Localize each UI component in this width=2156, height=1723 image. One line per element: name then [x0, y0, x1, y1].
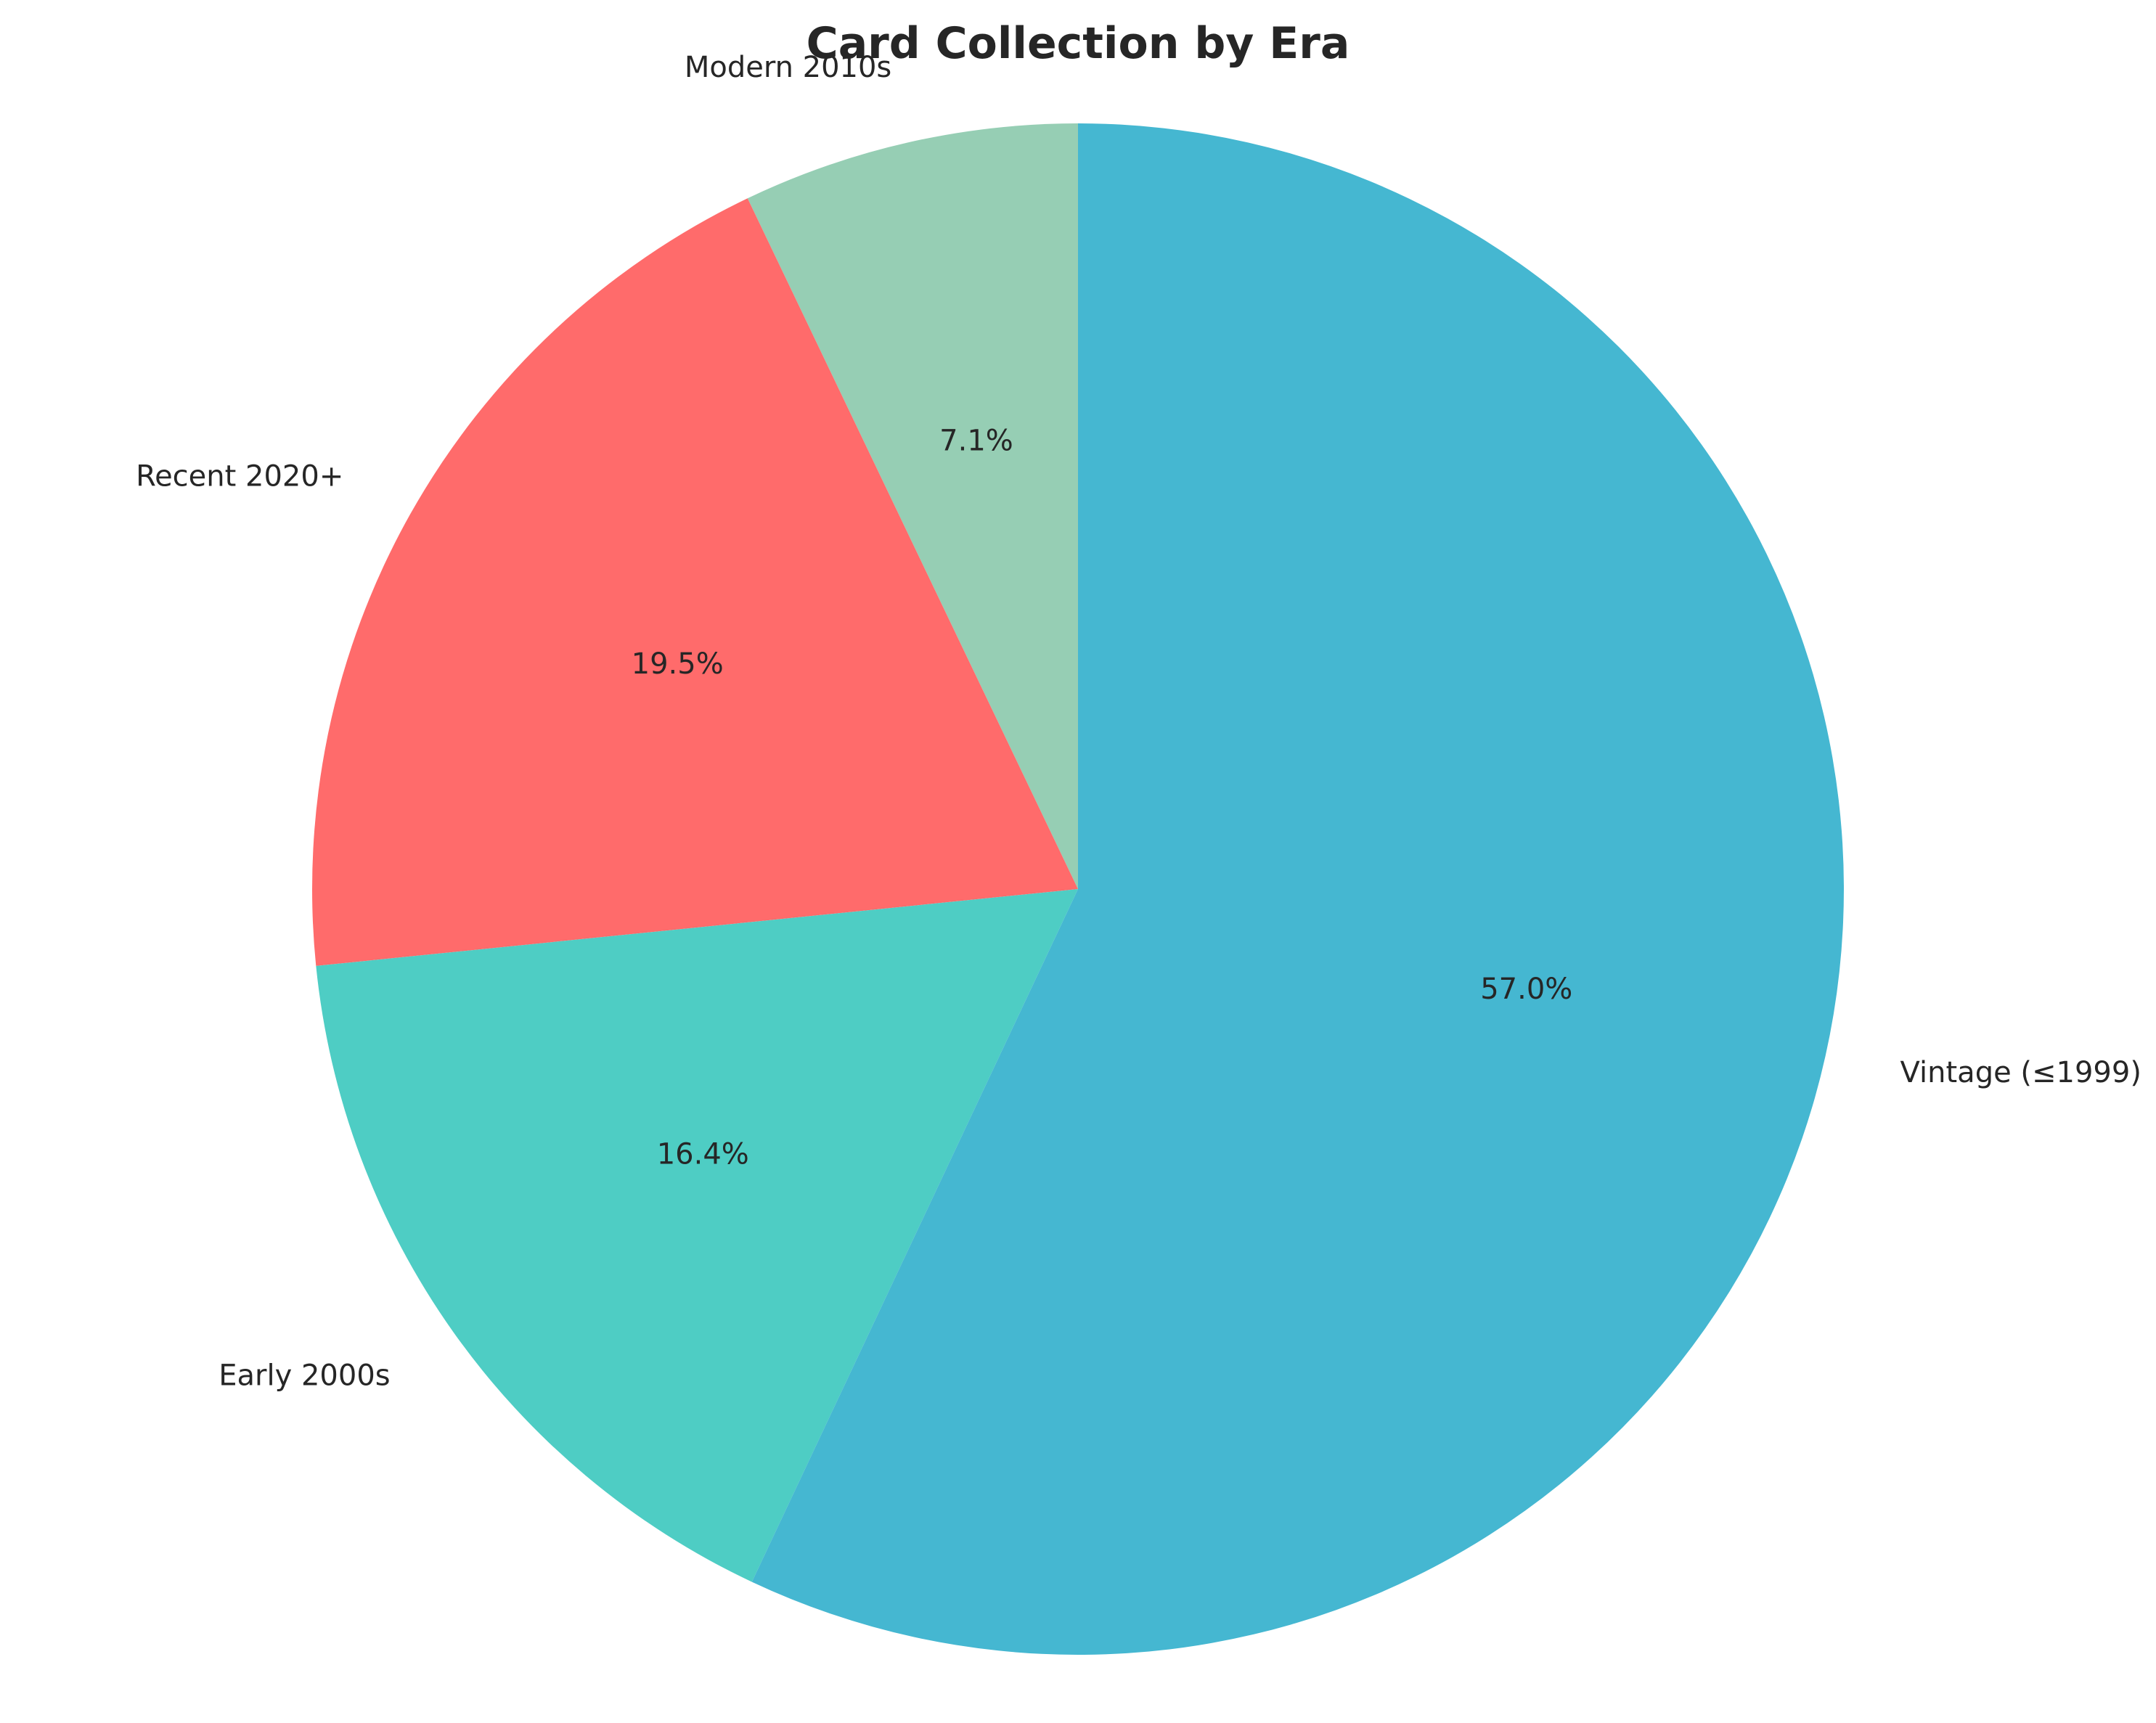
pie-labels: 7.1% Modern 2010s 19.5% Recent 2020+ 16.4% Ea…: [136, 51, 2141, 1392]
chart-title: Card Collection by Era: [807, 18, 1350, 69]
pie-slice-recent-2020: [311, 198, 1078, 966]
pie-label-vintage-1999: Vintage (≤1999): [1900, 1056, 2141, 1089]
pie-slice-modern-2010s: [747, 123, 1078, 889]
pie-slices: [311, 123, 1844, 1655]
pie-pct-label-early-2000s: 16.4%: [657, 1138, 749, 1171]
pie-pct-label-recent-2020: 19.5%: [632, 647, 724, 681]
pie-label-modern-2010s: Modern 2010s: [685, 51, 891, 84]
pie-pct-label-vintage-1999: 57.0%: [1480, 973, 1572, 1006]
pie-slice-early-2000s: [316, 889, 1079, 1582]
pie-slice-vintage-1999: [751, 123, 1844, 1655]
pie-label-recent-2020: Recent 2020+: [136, 459, 343, 493]
pie-label-early-2000s: Early 2000s: [219, 1359, 390, 1392]
pie-pct-label-modern-2010s: 7.1%: [939, 425, 1013, 458]
